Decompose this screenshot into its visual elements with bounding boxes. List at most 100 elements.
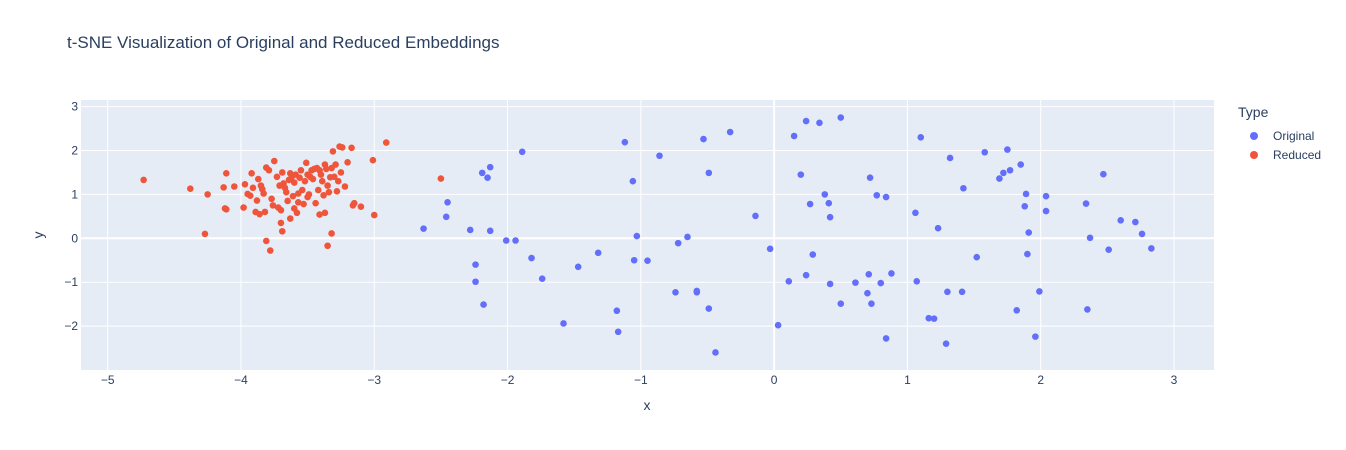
reduced-point[interactable] bbox=[332, 161, 339, 168]
original-point[interactable] bbox=[958, 288, 966, 296]
original-point[interactable] bbox=[1042, 192, 1050, 200]
original-point[interactable] bbox=[1148, 245, 1155, 252]
reduced-point[interactable] bbox=[314, 186, 322, 194]
original-point[interactable] bbox=[821, 191, 829, 198]
original-point[interactable] bbox=[913, 278, 921, 285]
reduced-point[interactable] bbox=[266, 247, 274, 254]
original-point[interactable] bbox=[925, 314, 933, 322]
original-point[interactable] bbox=[882, 335, 890, 342]
reduced-point[interactable] bbox=[187, 185, 194, 192]
original-point[interactable] bbox=[1021, 202, 1029, 210]
original-point[interactable] bbox=[816, 119, 823, 127]
original-point[interactable] bbox=[877, 279, 885, 287]
original-point[interactable] bbox=[1000, 169, 1007, 177]
original-point[interactable] bbox=[1086, 234, 1094, 242]
original-point[interactable] bbox=[837, 300, 845, 308]
original-point[interactable] bbox=[934, 224, 942, 232]
original-point[interactable] bbox=[613, 307, 621, 315]
reduced-point[interactable] bbox=[321, 209, 329, 217]
reduced-point[interactable] bbox=[248, 170, 255, 177]
original-point[interactable] bbox=[864, 289, 871, 297]
original-point[interactable] bbox=[574, 263, 582, 271]
original-point[interactable] bbox=[656, 152, 663, 160]
reduced-point[interactable] bbox=[140, 176, 147, 184]
reduced-point[interactable] bbox=[262, 237, 270, 245]
original-point[interactable] bbox=[1138, 230, 1146, 238]
original-point[interactable] bbox=[917, 134, 925, 141]
reduced-point[interactable] bbox=[333, 188, 341, 195]
reduced-point[interactable] bbox=[277, 219, 285, 227]
original-point[interactable] bbox=[1024, 250, 1031, 258]
reduced-point[interactable] bbox=[204, 191, 211, 198]
reduced-point[interactable] bbox=[325, 188, 333, 196]
reduced-point[interactable] bbox=[344, 159, 351, 166]
original-point[interactable] bbox=[960, 184, 967, 192]
original-point[interactable] bbox=[809, 251, 817, 258]
original-point[interactable] bbox=[700, 135, 707, 143]
original-point[interactable] bbox=[674, 239, 682, 247]
original-point[interactable] bbox=[797, 171, 805, 178]
reduced-point[interactable] bbox=[317, 171, 325, 178]
reduced-point[interactable] bbox=[316, 211, 323, 218]
reduced-point[interactable] bbox=[382, 139, 390, 146]
original-point[interactable] bbox=[480, 301, 487, 308]
reduced-point[interactable] bbox=[329, 148, 337, 155]
original-point[interactable] bbox=[1006, 166, 1014, 174]
original-point[interactable] bbox=[1132, 218, 1139, 226]
original-point[interactable] bbox=[882, 193, 890, 201]
original-point[interactable] bbox=[484, 174, 491, 182]
original-point[interactable] bbox=[752, 212, 759, 220]
reduced-point[interactable] bbox=[369, 156, 377, 164]
original-point[interactable] bbox=[528, 254, 535, 262]
reduced-point[interactable] bbox=[312, 199, 319, 207]
original-point[interactable] bbox=[785, 278, 793, 285]
original-point[interactable] bbox=[1084, 306, 1091, 313]
original-point[interactable] bbox=[1117, 216, 1124, 224]
reduced-point[interactable] bbox=[220, 184, 227, 191]
reduced-point[interactable] bbox=[286, 215, 294, 222]
original-point[interactable] bbox=[888, 270, 895, 277]
original-point[interactable] bbox=[865, 270, 873, 278]
reduced-point[interactable] bbox=[301, 177, 309, 185]
reduced-point[interactable] bbox=[297, 166, 305, 174]
reduced-point[interactable] bbox=[269, 202, 277, 209]
original-point[interactable] bbox=[942, 340, 950, 347]
original-point[interactable] bbox=[825, 199, 833, 207]
reduced-point[interactable] bbox=[268, 195, 275, 203]
reduced-point[interactable] bbox=[282, 188, 290, 196]
reduced-point[interactable] bbox=[357, 203, 365, 210]
reduced-point[interactable] bbox=[270, 157, 278, 165]
original-point[interactable] bbox=[1105, 246, 1112, 254]
reduced-point[interactable] bbox=[350, 199, 358, 207]
original-point[interactable] bbox=[621, 138, 629, 146]
reduced-point[interactable] bbox=[240, 204, 247, 211]
original-point[interactable] bbox=[512, 237, 519, 244]
reduced-point[interactable] bbox=[260, 190, 267, 197]
original-point[interactable] bbox=[472, 261, 479, 268]
reduced-point[interactable] bbox=[278, 169, 286, 176]
original-point[interactable] bbox=[996, 175, 1003, 182]
original-point[interactable] bbox=[981, 148, 989, 156]
reduced-point[interactable] bbox=[298, 186, 306, 194]
original-point[interactable] bbox=[629, 177, 637, 185]
original-point[interactable] bbox=[868, 300, 875, 308]
original-point[interactable] bbox=[852, 279, 859, 286]
legend-item-original[interactable]: Original bbox=[1238, 126, 1321, 145]
original-point[interactable] bbox=[614, 328, 622, 336]
original-point[interactable] bbox=[560, 320, 567, 327]
original-point[interactable] bbox=[502, 237, 510, 244]
reduced-point[interactable] bbox=[273, 173, 281, 181]
original-point[interactable] bbox=[766, 245, 774, 253]
original-point[interactable] bbox=[806, 200, 814, 208]
original-point[interactable] bbox=[826, 213, 834, 221]
reduced-point[interactable] bbox=[337, 169, 345, 176]
original-point[interactable] bbox=[1032, 333, 1039, 340]
original-point[interactable] bbox=[705, 305, 713, 312]
original-point[interactable] bbox=[693, 288, 701, 296]
original-point[interactable] bbox=[672, 288, 679, 296]
reduced-point[interactable] bbox=[294, 198, 302, 206]
original-point[interactable] bbox=[946, 154, 954, 162]
reduced-point[interactable] bbox=[254, 175, 262, 183]
original-point[interactable] bbox=[930, 315, 938, 322]
reduced-point[interactable] bbox=[222, 206, 230, 213]
